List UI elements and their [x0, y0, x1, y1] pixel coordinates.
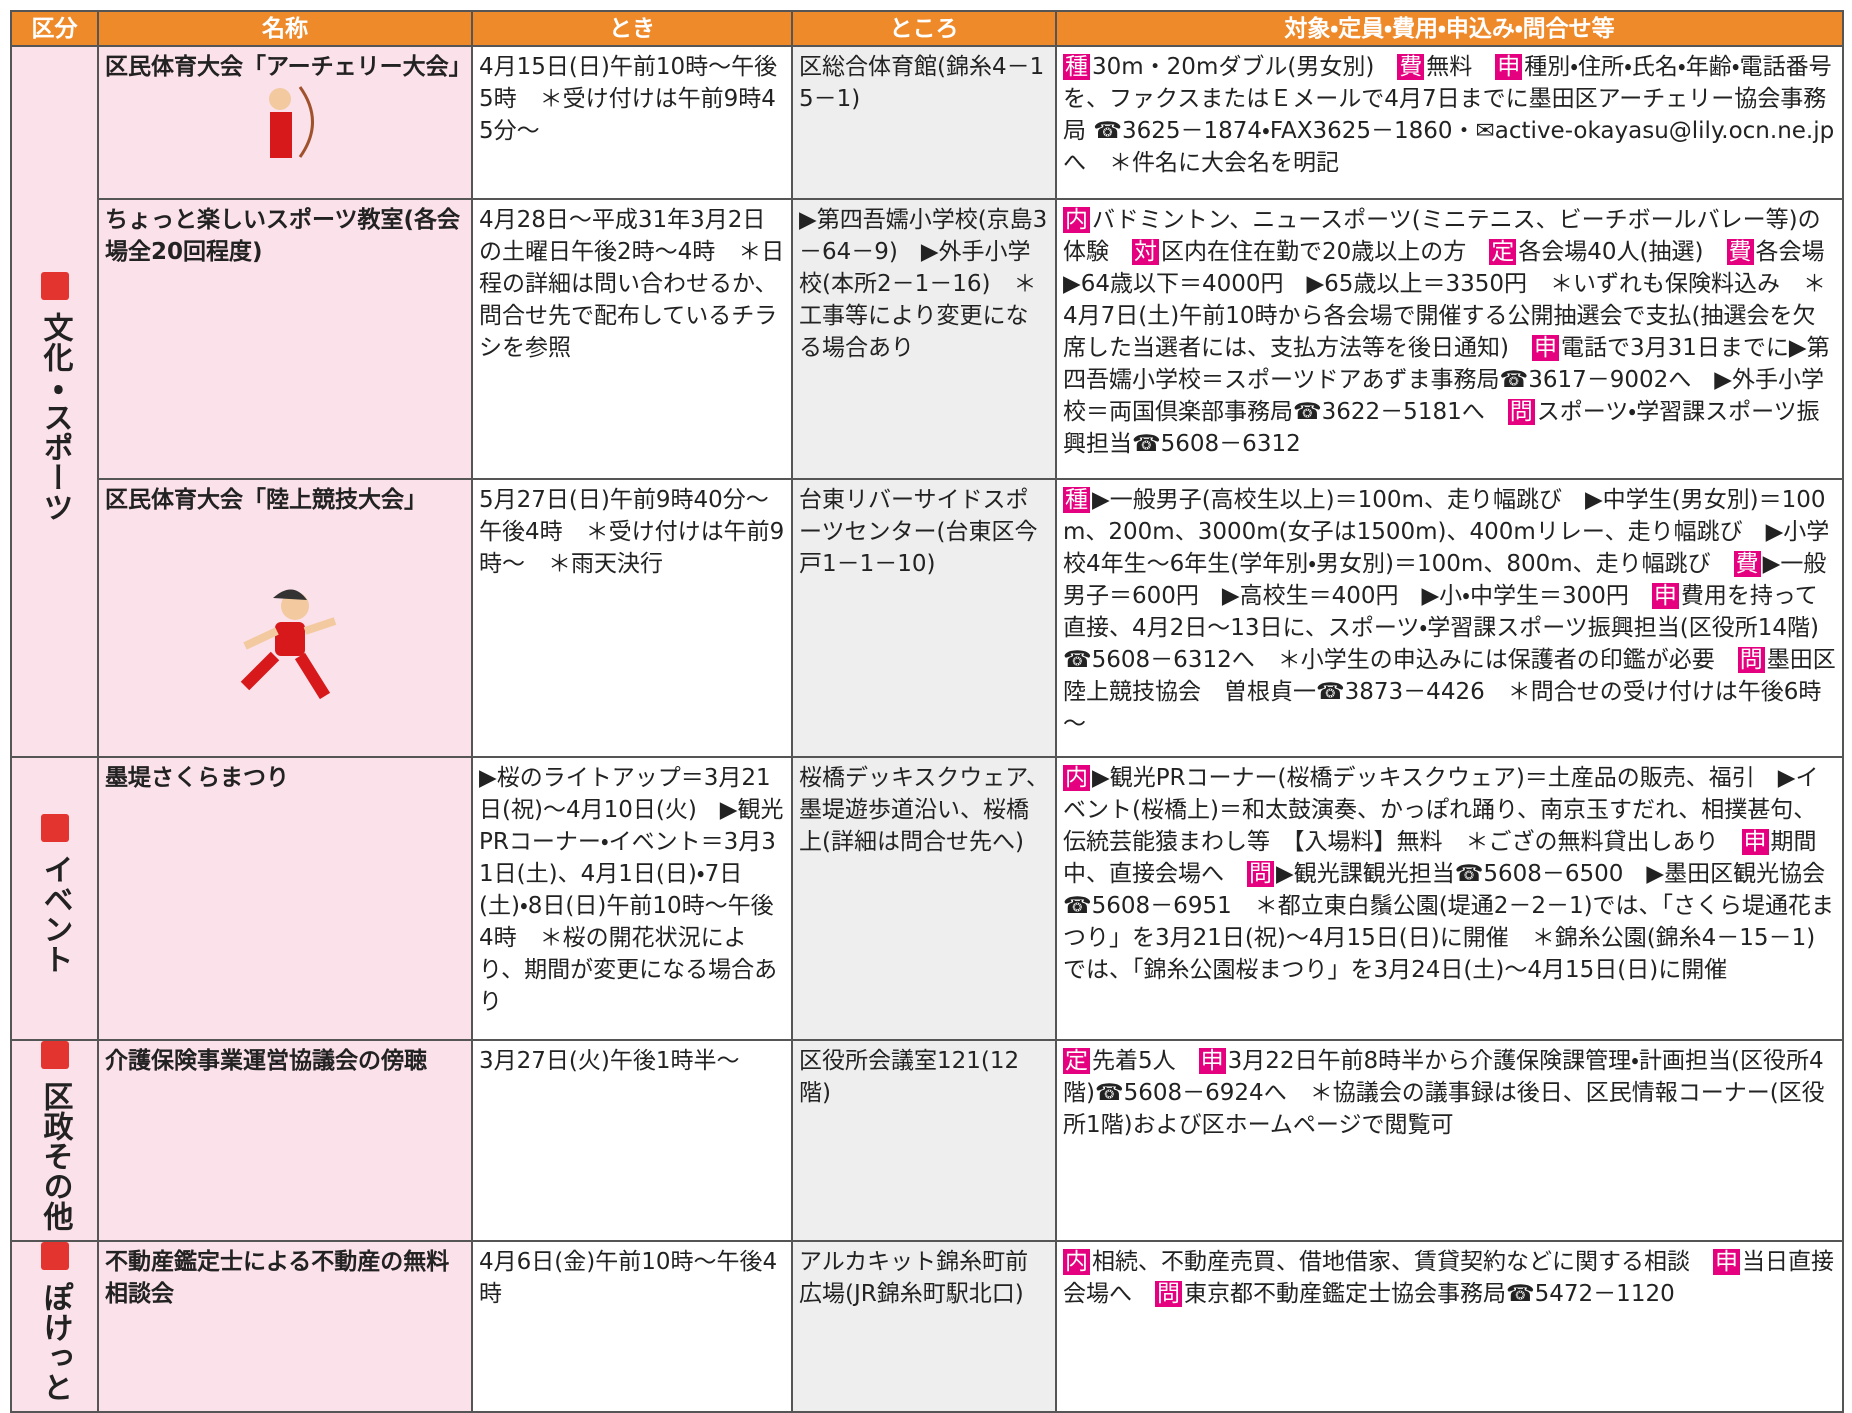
- category-icon: [40, 1243, 69, 1270]
- event-name-text: 不動産鑑定士による不動産の無料相談会: [105, 1249, 450, 1307]
- detail-tag: 対: [1132, 239, 1159, 265]
- event-name-text: 区民体育大会「陸上競技大会」: [105, 487, 427, 513]
- detail-text: 区内在住在勤で20歳以上の方: [1161, 239, 1490, 265]
- event-place: アルカキット錦糸町前広場(JR錦糸町駅北口): [791, 1240, 1057, 1413]
- detail-tag: 費: [1733, 551, 1761, 577]
- detail-text: バドミントン、ニュースポーツ(ミニテニス、ビーチボールバレー等)の体験: [1063, 207, 1821, 265]
- detail-tag: 定: [1489, 239, 1517, 265]
- detail-text: ▶一般男子＝600円 ▶高校生＝400円 ▶小・中学生＝300円: [1063, 551, 1827, 609]
- event-name-text: ちょっと楽しいスポーツ教室(各会場全20回程度): [105, 207, 461, 265]
- detail-tag: 問: [1737, 647, 1765, 673]
- category-icon: [40, 814, 69, 842]
- detail-tag: 費: [1397, 54, 1425, 80]
- event-table: 区分 名称 とき ところ 対象・定員・費用・申込み・問合せ等 文化・スポーツ 区民体育大会…: [10, 10, 1844, 1413]
- event-name: 墨堤さくらまつり: [97, 756, 473, 1041]
- detail-tag: 申: [1531, 335, 1559, 361]
- event-name: 介護保険事業運営協議会の傍聴: [97, 1039, 473, 1242]
- event-name-text: 介護保険事業運営協議会の傍聴: [105, 1048, 427, 1074]
- detail-tag: 内: [1063, 207, 1090, 233]
- event-name-text: 区民体育大会「アーチェリー大会」: [105, 54, 472, 80]
- detail-text: ▶観光課観光担当☎5608－6500 ▶墨田区観光協会☎5608－6951 ＊都…: [1063, 861, 1835, 983]
- category-cell: 文化・スポーツ: [10, 45, 99, 758]
- detail-tag: 問: [1247, 861, 1274, 887]
- column-header: 対象・定員・費用・申込み・問合せ等: [1055, 10, 1844, 47]
- event-details: 内バドミントン、ニュースポーツ(ミニテニス、ビーチボールバレー等)の体験 対区内…: [1055, 198, 1844, 480]
- category-icon: [40, 1042, 69, 1069]
- detail-tag: 申: [1651, 583, 1679, 609]
- detail-text: ▶観光PRコーナー(桜橋デッキスクウェア)＝土産品の販売、福引 ▶イベント(桜橋…: [1063, 765, 1819, 855]
- detail-text: 無料: [1426, 54, 1496, 80]
- event-name: 区民体育大会「陸上競技大会」: [97, 478, 473, 758]
- event-place: 区役所会議室121(12階): [791, 1039, 1057, 1242]
- event-details: 種 30m・20mダブル(男女別) 費無料 申種別・住所・氏名・年齢・電話番号を、…: [1055, 45, 1844, 200]
- detail-tag: 費: [1726, 239, 1754, 265]
- column-header: 区分: [10, 10, 99, 47]
- table-row: ちょっと楽しいスポーツ教室(各会場全20回程度) 4月28日～平成31年3月2日の…: [11, 198, 1844, 480]
- event-name: ちょっと楽しいスポーツ教室(各会場全20回程度): [97, 198, 473, 480]
- event-place: ▶第四吾嬬小学校(京島3－64－9) ▶外手小学校(本所2－1－16) ＊工事等…: [791, 198, 1057, 480]
- category-label: 区政その他: [37, 1081, 73, 1231]
- detail-text: 相続、不動産売買、借地借家、賃貸契約などに関する相談: [1092, 1249, 1713, 1275]
- detail-text: 各会場40人(抽選): [1518, 239, 1727, 265]
- detail-tag: 内: [1063, 1249, 1090, 1275]
- event-place: 区総合体育館(錦糸4－15－1): [791, 45, 1057, 200]
- category-label: ぽけっと: [37, 1282, 73, 1402]
- table-row: ぽけっと 不動産鑑定士による不動産の無料相談会 4月6日(金)午前10時～午後4時ア…: [10, 1240, 1844, 1413]
- header-row: 区分 名称 とき ところ 対象・定員・費用・申込み・問合せ等: [10, 10, 1844, 47]
- table-row: 文化・スポーツ 区民体育大会「アーチェリー大会」 4月15日(日)午前10時～午後5…: [10, 45, 1844, 758]
- category-cell: 区政その他: [10, 1039, 99, 1242]
- detail-tag: 申: [1198, 1048, 1226, 1074]
- event-date: 4月6日(金)午前10時～午後4時: [471, 1240, 793, 1413]
- detail-tag: 定: [1063, 1048, 1090, 1074]
- detail-tag: 問: [1155, 1281, 1182, 1307]
- detail-tag: 内: [1063, 765, 1090, 791]
- column-header: とき: [471, 10, 793, 47]
- event-details: 定先着5人 申 3月22日午前8時半から介護保険課管理・計画担当(区役所4階)☎5…: [1055, 1039, 1844, 1242]
- event-date: 4月15日(日)午前10時～午後5時 ＊受け付けは午前9時45分～: [471, 45, 793, 200]
- detail-tag: 種: [1063, 487, 1090, 513]
- event-details: 内 ▶観光PRコーナー(桜橋デッキスクウェア)＝土産品の販売、福引 ▶イベント(桜…: [1055, 756, 1844, 1041]
- event-details: 内相続、不動産売買、借地借家、賃貸契約などに関する相談 申当日直接会場へ 問東京…: [1055, 1240, 1844, 1413]
- event-date: 5月27日(日)午前9時40分～午後4時 ＊受け付けは午前9時～ ＊雨天決行: [471, 478, 793, 758]
- detail-text: 3月22日午前8時半から介護保険課管理・計画担当(区役所4階)☎5608－692…: [1063, 1048, 1825, 1138]
- event-date: ▶桜のライトアップ＝3月21日(祝)～4月10日(火) ▶観光PRコーナー・イベ…: [471, 756, 793, 1041]
- event-name: 不動産鑑定士による不動産の無料相談会: [97, 1240, 473, 1413]
- column-header: 名称: [97, 10, 473, 47]
- detail-text: 各会場▶64歳以下＝4000円 ▶65歳以上＝3350円 ＊いずれも保険料込み …: [1063, 239, 1826, 361]
- category-cell: イベント: [10, 756, 99, 1041]
- event-details: 種 ▶一般男子(高校生以上)＝100m、走り幅跳び ▶中学生(男女別)＝100m、…: [1055, 478, 1844, 758]
- column-header: ところ: [791, 10, 1057, 47]
- illustration: [240, 589, 337, 700]
- detail-tag: 申: [1713, 1249, 1740, 1275]
- category-icon: [40, 272, 69, 300]
- table-row: 区民体育大会「陸上競技大会」 5月27日(日)午前9時40分～午後4時 ＊受け付け…: [11, 478, 1844, 758]
- event-place: 台東リバーサイドスポーツセンター(台東区今戸1－1－10): [791, 478, 1057, 758]
- detail-text: 墨田区陸上競技協会 曽根貞一☎3873－4426 ＊問合せの受け付けは午後6時～: [1063, 647, 1836, 737]
- event-date: 4月28日～平成31年3月2日の土曜日午後2時～4時 ＊日程の詳細は問い合わせる…: [471, 198, 793, 480]
- detail-text: スポーツ・学習課スポーツ振興担当☎5608－6312: [1063, 399, 1820, 457]
- event-name-text: 墨堤さくらまつり: [105, 765, 289, 791]
- event-date: 3月27日(火)午後1時半～: [471, 1039, 793, 1242]
- detail-tag: 問: [1507, 399, 1535, 425]
- detail-tag: 申: [1741, 829, 1769, 855]
- detail-text: 種別・住所・氏名・年齢・電話番号を、ファクスまたはＥメールで4月7日までに墨田区…: [1063, 54, 1835, 176]
- detail-text: 先着5人: [1092, 1048, 1199, 1074]
- detail-tag: 種: [1063, 54, 1090, 80]
- detail-text: 期間中、直接会場へ: [1063, 829, 1817, 887]
- table-row: 区政その他 介護保険事業運営協議会の傍聴 3月27日(火)午後1時半～ 区役所会議室1…: [10, 1039, 1844, 1242]
- detail-text: 電話で3月31日までに▶第四吾嬬小学校＝スポーツドアあずま事務局☎3617－90…: [1063, 335, 1830, 425]
- event-name: 区民体育大会「アーチェリー大会」: [97, 45, 473, 200]
- detail-text: ▶一般男子(高校生以上)＝100m、走り幅跳び ▶中学生(男女別)＝100m、2…: [1063, 487, 1830, 577]
- table-row: イベント 墨堤さくらまつり ▶桜のライトアップ＝3月21日(祝)～4月10日(火) …: [10, 756, 1844, 1041]
- category-cell: ぽけっと: [10, 1240, 99, 1413]
- category-label: イベント: [37, 854, 73, 974]
- illustration: [269, 86, 314, 158]
- detail-text: 費用を持って直接、4月2日～13日に、スポーツ・学習課スポーツ振興担当(区役所1…: [1063, 583, 1819, 673]
- category-label: 文化・スポーツ: [37, 312, 73, 522]
- detail-tag: 申: [1495, 54, 1523, 80]
- detail-text: 東京都不動産鑑定士協会事務局☎5472－1120: [1184, 1281, 1675, 1307]
- event-place: 桜橋デッキスクウェア、墨堤遊歩道沿い、桜橋上(詳細は問合せ先へ): [791, 756, 1057, 1041]
- detail-text: 30m・20mダブル(男女別): [1092, 54, 1398, 80]
